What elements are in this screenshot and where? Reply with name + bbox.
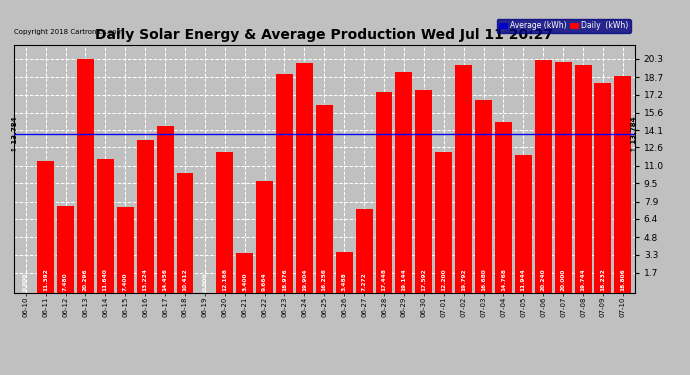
Bar [336, 252, 353, 292]
Text: 12.200: 12.200 [441, 268, 446, 291]
Text: 14.456: 14.456 [163, 268, 168, 291]
Text: 19.144: 19.144 [402, 268, 406, 291]
Text: 19.904: 19.904 [302, 268, 307, 291]
Text: 13.224: 13.224 [143, 268, 148, 291]
Bar [217, 152, 233, 292]
Text: Copyright 2018 Cartronics.com: Copyright 2018 Cartronics.com [14, 29, 123, 35]
Bar [515, 155, 532, 292]
Text: 18.976: 18.976 [282, 268, 287, 291]
Bar [296, 63, 313, 292]
Text: 17.592: 17.592 [422, 268, 426, 291]
Text: 16.256: 16.256 [322, 268, 327, 291]
Bar [555, 62, 571, 292]
Bar [256, 181, 273, 292]
Text: ↑ 13.784: ↑ 13.784 [631, 116, 637, 152]
Text: 0.000: 0.000 [202, 273, 208, 291]
Bar [375, 92, 393, 292]
Text: 0.000: 0.000 [23, 273, 28, 291]
Text: 17.448: 17.448 [382, 268, 386, 291]
Bar [355, 209, 373, 292]
Bar [614, 76, 631, 292]
Bar [117, 207, 134, 292]
Bar [395, 72, 413, 292]
Bar [157, 126, 173, 292]
Text: 20.240: 20.240 [541, 268, 546, 291]
Title: Daily Solar Energy & Average Production Wed Jul 11 20:27: Daily Solar Energy & Average Production … [95, 28, 553, 42]
Text: 7.400: 7.400 [123, 272, 128, 291]
Bar [236, 254, 253, 292]
Text: 20.000: 20.000 [561, 268, 566, 291]
Bar [77, 59, 94, 292]
Text: 10.412: 10.412 [182, 268, 188, 291]
Bar [177, 172, 193, 292]
Text: 18.806: 18.806 [620, 268, 625, 291]
Text: 14.768: 14.768 [501, 268, 506, 291]
Bar [37, 161, 54, 292]
Text: 20.296: 20.296 [83, 268, 88, 291]
Text: 19.744: 19.744 [580, 268, 586, 291]
Bar [276, 74, 293, 292]
Text: 7.480: 7.480 [63, 272, 68, 291]
Text: ↑ 13.784: ↑ 13.784 [12, 116, 18, 152]
Text: 3.400: 3.400 [242, 272, 247, 291]
Text: 3.488: 3.488 [342, 272, 346, 291]
Bar [595, 82, 611, 292]
Bar [575, 65, 591, 292]
Bar [137, 140, 154, 292]
Text: 16.680: 16.680 [481, 268, 486, 291]
Bar [415, 90, 432, 292]
Text: 9.664: 9.664 [262, 272, 267, 291]
Bar [435, 152, 452, 292]
Bar [57, 206, 74, 292]
Bar [475, 100, 492, 292]
Bar [495, 123, 512, 292]
Bar [97, 159, 114, 292]
Text: 12.168: 12.168 [222, 268, 227, 291]
Bar [316, 105, 333, 292]
Text: 11.640: 11.640 [103, 268, 108, 291]
Text: 7.272: 7.272 [362, 272, 366, 291]
Text: 18.232: 18.232 [600, 268, 605, 291]
Text: 11.392: 11.392 [43, 268, 48, 291]
Text: 11.944: 11.944 [521, 268, 526, 291]
Bar [455, 64, 472, 292]
Text: 19.792: 19.792 [461, 268, 466, 291]
Legend: Average (kWh), Daily  (kWh): Average (kWh), Daily (kWh) [497, 19, 631, 33]
Bar [535, 60, 552, 292]
